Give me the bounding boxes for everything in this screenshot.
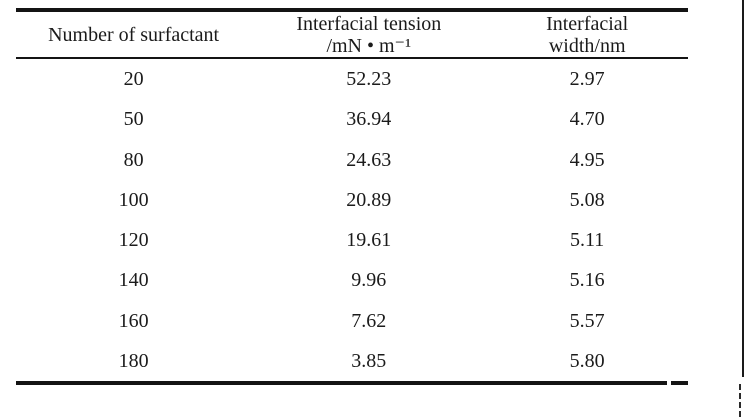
table-bottom-rule [16,381,688,385]
table-header-rule [16,57,688,59]
cell-surfactant-count: 50 [123,108,144,131]
cell-interfacial-width: 5.11 [570,229,605,252]
table-row: 80 24.63 4.95 [16,140,688,180]
header-unit-line: /mN • m⁻¹ [326,34,412,57]
table-header-row: Number of surfactant Interfacial tension… [16,12,688,57]
cell-surfactant-count: 120 [118,229,149,252]
cell-interfacial-width: 5.57 [569,309,605,332]
bottom-rule-segment [16,381,667,385]
cell-surfactant-count: 160 [118,309,149,332]
cell-surfactant-count: 20 [123,68,144,91]
column-header-interfacial-tension: Interfacial tension /mN • m⁻¹ [251,12,486,57]
cell-surfactant-count: 80 [123,148,144,171]
cell-interfacial-width: 4.95 [569,148,605,171]
column-header-interfacial-width: Interfacial width/nm [486,12,688,57]
page-edge-dashed-line [739,384,741,417]
cell-interfacial-tension: 9.96 [351,269,387,292]
cell-interfacial-width: 4.70 [569,108,605,131]
table-row: 50 36.94 4.70 [16,99,688,139]
cell-interfacial-tension: 3.85 [351,349,387,372]
header-unit-line: width/nm [548,34,626,57]
cell-interfacial-tension: 7.62 [351,309,387,332]
header-line: Interfacial tension [296,12,442,35]
page-edge-line [742,0,744,377]
table-row: 100 20.89 5.08 [16,180,688,220]
cell-surfactant-count: 100 [118,188,149,211]
cell-interfacial-width: 5.16 [569,269,605,292]
table-row: 160 7.62 5.57 [16,301,688,341]
cell-interfacial-tension: 24.63 [346,148,392,171]
header-line: Interfacial [546,12,629,35]
cell-interfacial-tension: 52.23 [346,68,392,91]
table-row: 120 19.61 5.11 [16,220,688,260]
table-row: 20 52.23 2.97 [16,59,688,99]
cell-surfactant-count: 180 [118,349,149,372]
table-row: 140 9.96 5.16 [16,260,688,300]
table-row: 180 3.85 5.80 [16,341,688,381]
cell-interfacial-width: 2.97 [569,68,605,91]
cell-interfacial-tension: 19.61 [346,229,392,252]
cell-interfacial-width: 5.80 [569,349,605,372]
column-header-surfactant-count: Number of surfactant [16,12,251,57]
table-body: 20 52.23 2.97 50 36.94 4.70 80 24.63 4.9… [16,59,688,381]
header-line: Number of surfactant [48,23,220,46]
table-top-rule [16,8,688,12]
cell-interfacial-width: 5.08 [569,188,605,211]
cell-surfactant-count: 140 [118,269,149,292]
cell-interfacial-tension: 36.94 [346,108,392,131]
data-table: Number of surfactant Interfacial tension… [16,8,688,385]
bottom-rule-segment [671,381,688,385]
cell-interfacial-tension: 20.89 [346,188,392,211]
